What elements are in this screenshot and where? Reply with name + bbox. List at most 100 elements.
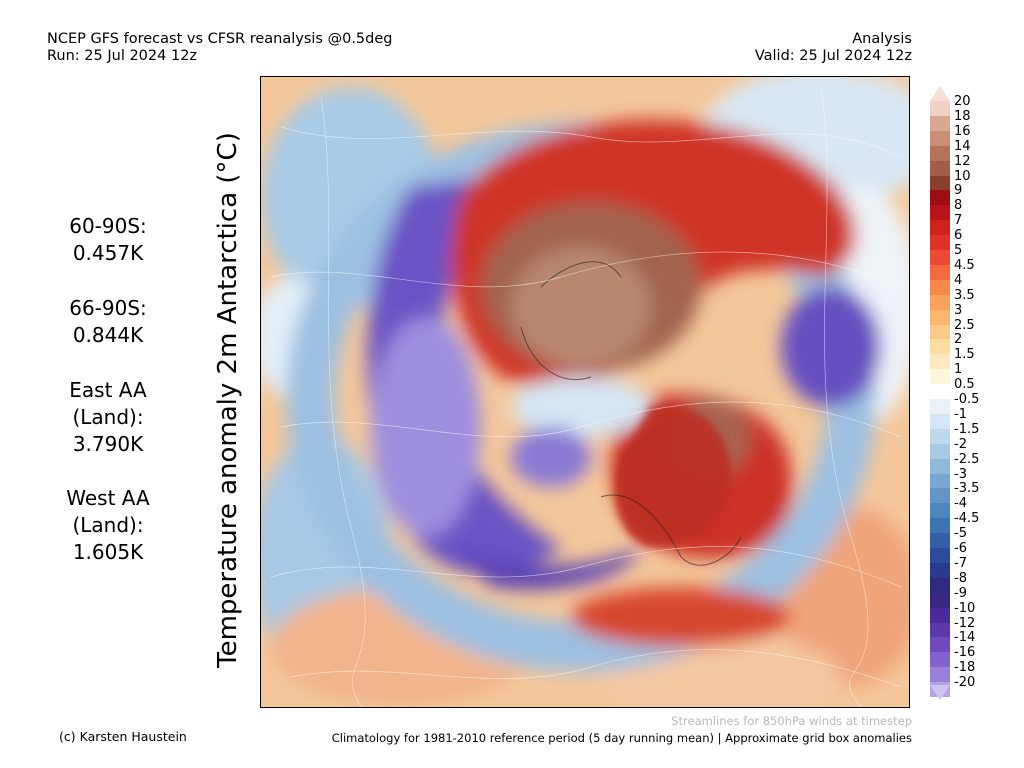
colorbar-label: -20 <box>954 675 976 691</box>
colorbar-label: -3.5 <box>954 481 980 497</box>
map-graphic <box>261 77 909 707</box>
stat-60-90s: 60-90S: 0.457K <box>58 213 158 267</box>
colorbar-label: 5 <box>954 243 963 258</box>
colorbar-cell <box>930 309 950 325</box>
colorbar-label: -1 <box>954 406 967 422</box>
colorbar-label: -9 <box>954 585 967 601</box>
colorbar-cell <box>930 577 950 594</box>
colorbar-label: 18 <box>954 108 971 124</box>
colorbar-cell <box>930 279 950 296</box>
colorbar-cell <box>930 339 950 355</box>
valid-block: Analysis Valid: 25 Jul 2024 12z <box>755 31 912 65</box>
colorbar-cell <box>930 607 950 623</box>
colorbar-bottom-arrow <box>930 685 950 700</box>
colorbar-label: 16 <box>954 123 971 139</box>
colorbar-cell <box>930 518 950 534</box>
colorbar-cell <box>930 115 950 132</box>
colorbar-cell <box>930 562 950 579</box>
colorbar-cell <box>930 354 950 370</box>
colorbar-label: -12 <box>954 615 976 631</box>
colorbar-label: -8 <box>954 570 967 586</box>
colorbar-label: -10 <box>954 600 976 616</box>
colorbar-label: -14 <box>954 630 976 646</box>
colorbar-label: 3 <box>954 302 963 318</box>
stat-west-aa: West AA (Land): 1.605K <box>58 485 158 566</box>
colorbar-label: 14 <box>954 138 971 154</box>
colorbar-cell <box>930 250 950 266</box>
title-line-2: Run: 25 Jul 2024 12z <box>47 48 198 64</box>
colorbar-label: 4.5 <box>954 257 975 273</box>
colorbar-cell <box>930 294 950 311</box>
colorbar-cell <box>930 548 950 564</box>
map-ylabel: Temperature anomaly 2m Antarctica (°C) <box>213 132 243 668</box>
colorbar-cell <box>930 503 950 519</box>
colorbar-cell <box>930 220 950 236</box>
title-block: NCEP GFS forecast vs CFSR reanalysis @0.… <box>47 31 392 65</box>
stat-66-90s: 66-90S: 0.844K <box>58 295 158 349</box>
colorbar-label: 3.5 <box>954 287 975 303</box>
colorbar <box>930 86 950 700</box>
stat-label: 60-90S: <box>69 214 147 238</box>
colorbar-cell <box>930 324 950 340</box>
colorbar-label: 10 <box>954 168 971 184</box>
colorbar-label: 1.5 <box>954 347 975 363</box>
colorbar-label: 2 <box>954 332 963 348</box>
colorbar-cell <box>930 637 950 653</box>
colorbar-cell <box>930 264 950 281</box>
colorbar-cell <box>930 533 950 549</box>
stat-value: 0.457K <box>72 241 144 265</box>
stat-value: 0.844K <box>72 323 144 347</box>
stat-label: 66-90S: <box>69 296 147 320</box>
climatology-note: Climatology for 1981-2010 reference peri… <box>331 731 912 745</box>
colorbar-label: -2.5 <box>954 451 980 467</box>
analysis-label: Analysis <box>852 31 912 47</box>
colorbar-label: -2 <box>954 436 967 452</box>
colorbar-label: -1.5 <box>954 421 980 437</box>
colorbar-cell <box>930 413 950 430</box>
colorbar-label: -7 <box>954 555 967 571</box>
colorbar-cell <box>930 190 950 206</box>
colorbar-label: 4 <box>954 272 963 288</box>
colorbar-label: 8 <box>954 198 963 214</box>
colorbar-cell <box>930 443 950 460</box>
colorbar-label: 2.5 <box>954 317 975 333</box>
colorbar-cell <box>930 652 950 668</box>
colorbar-cell <box>930 488 950 504</box>
stat-sublabel: (Land): <box>72 405 144 429</box>
colorbar-label: 7 <box>954 213 963 229</box>
colorbar-cell <box>930 235 950 251</box>
colorbar-label: -6 <box>954 541 967 556</box>
colorbar-label: 1 <box>954 362 963 378</box>
stat-sublabel: (Land): <box>72 513 144 537</box>
colorbar-label: 9 <box>954 183 963 199</box>
colorbar-cell <box>930 145 950 162</box>
colorbar-label: 0.5 <box>954 377 975 393</box>
stat-east-aa: East AA (Land): 3.790K <box>58 377 158 458</box>
colorbar-label: -4 <box>954 496 967 512</box>
colorbar-cell <box>930 130 950 147</box>
colorbar-cell <box>930 473 950 489</box>
colorbar-label: 20 <box>954 94 971 109</box>
colorbar-cell <box>930 458 950 474</box>
colorbar-label: -16 <box>954 645 976 661</box>
colorbar-cell <box>930 622 950 638</box>
colorbar-cell <box>930 160 950 176</box>
colorbar-cell <box>930 101 950 117</box>
colorbar-label: 12 <box>954 153 971 169</box>
colorbar-cell <box>930 175 950 191</box>
colorbar-cell <box>930 384 950 400</box>
colorbar-cell <box>930 399 950 415</box>
valid-time: Valid: 25 Jul 2024 12z <box>754 48 912 64</box>
colorbar-top-arrow <box>930 86 950 101</box>
stat-value: 3.790K <box>72 432 144 456</box>
colorbar-label: -5 <box>954 526 967 542</box>
colorbar-label: -4.5 <box>954 511 980 527</box>
colorbar-cell <box>930 592 950 609</box>
stat-value: 1.605K <box>72 540 144 564</box>
colorbar-label: -3 <box>954 466 967 482</box>
colorbar-cell <box>930 369 950 385</box>
colorbar-cells <box>930 101 950 698</box>
colorbar-label: -0.5 <box>954 392 980 407</box>
stat-label: West AA <box>66 486 150 510</box>
colorbar-cell <box>930 667 950 683</box>
